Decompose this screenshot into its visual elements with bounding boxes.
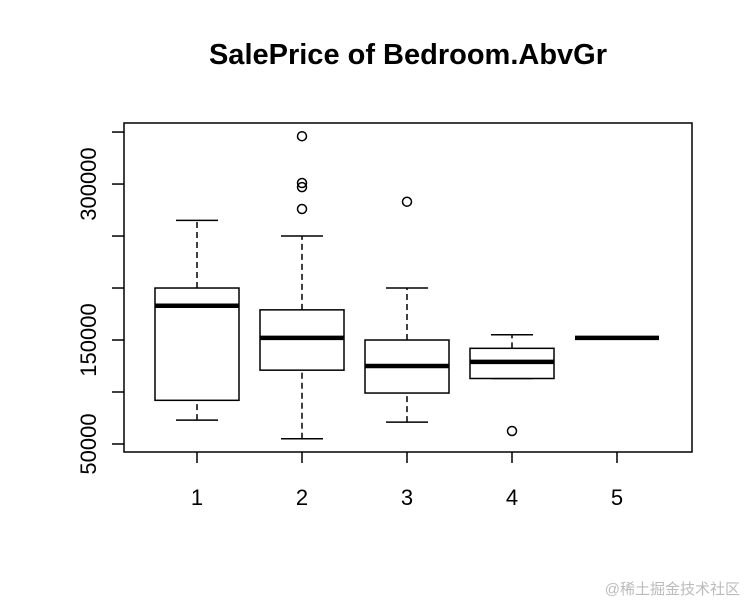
x-tick-label: 3	[401, 485, 413, 510]
chart-title: SalePrice of Bedroom.AbvGr	[209, 39, 607, 71]
outlier	[401, 196, 413, 207]
x-tick-label: 2	[296, 485, 308, 510]
outlier	[296, 181, 308, 193]
y-tick-label: 150000	[76, 303, 101, 376]
outlier	[296, 130, 308, 142]
outlier	[296, 177, 308, 189]
x-tick-label: 5	[611, 485, 623, 510]
watermark: @稀土掘金技术社区	[605, 581, 740, 598]
x-tick-label: 1	[191, 485, 203, 510]
y-tick-label: 50000	[76, 413, 101, 474]
y-tick-label: 300000	[76, 147, 101, 220]
x-tick-label: 4	[506, 485, 518, 510]
outlier	[506, 425, 518, 437]
outlier	[296, 203, 308, 215]
